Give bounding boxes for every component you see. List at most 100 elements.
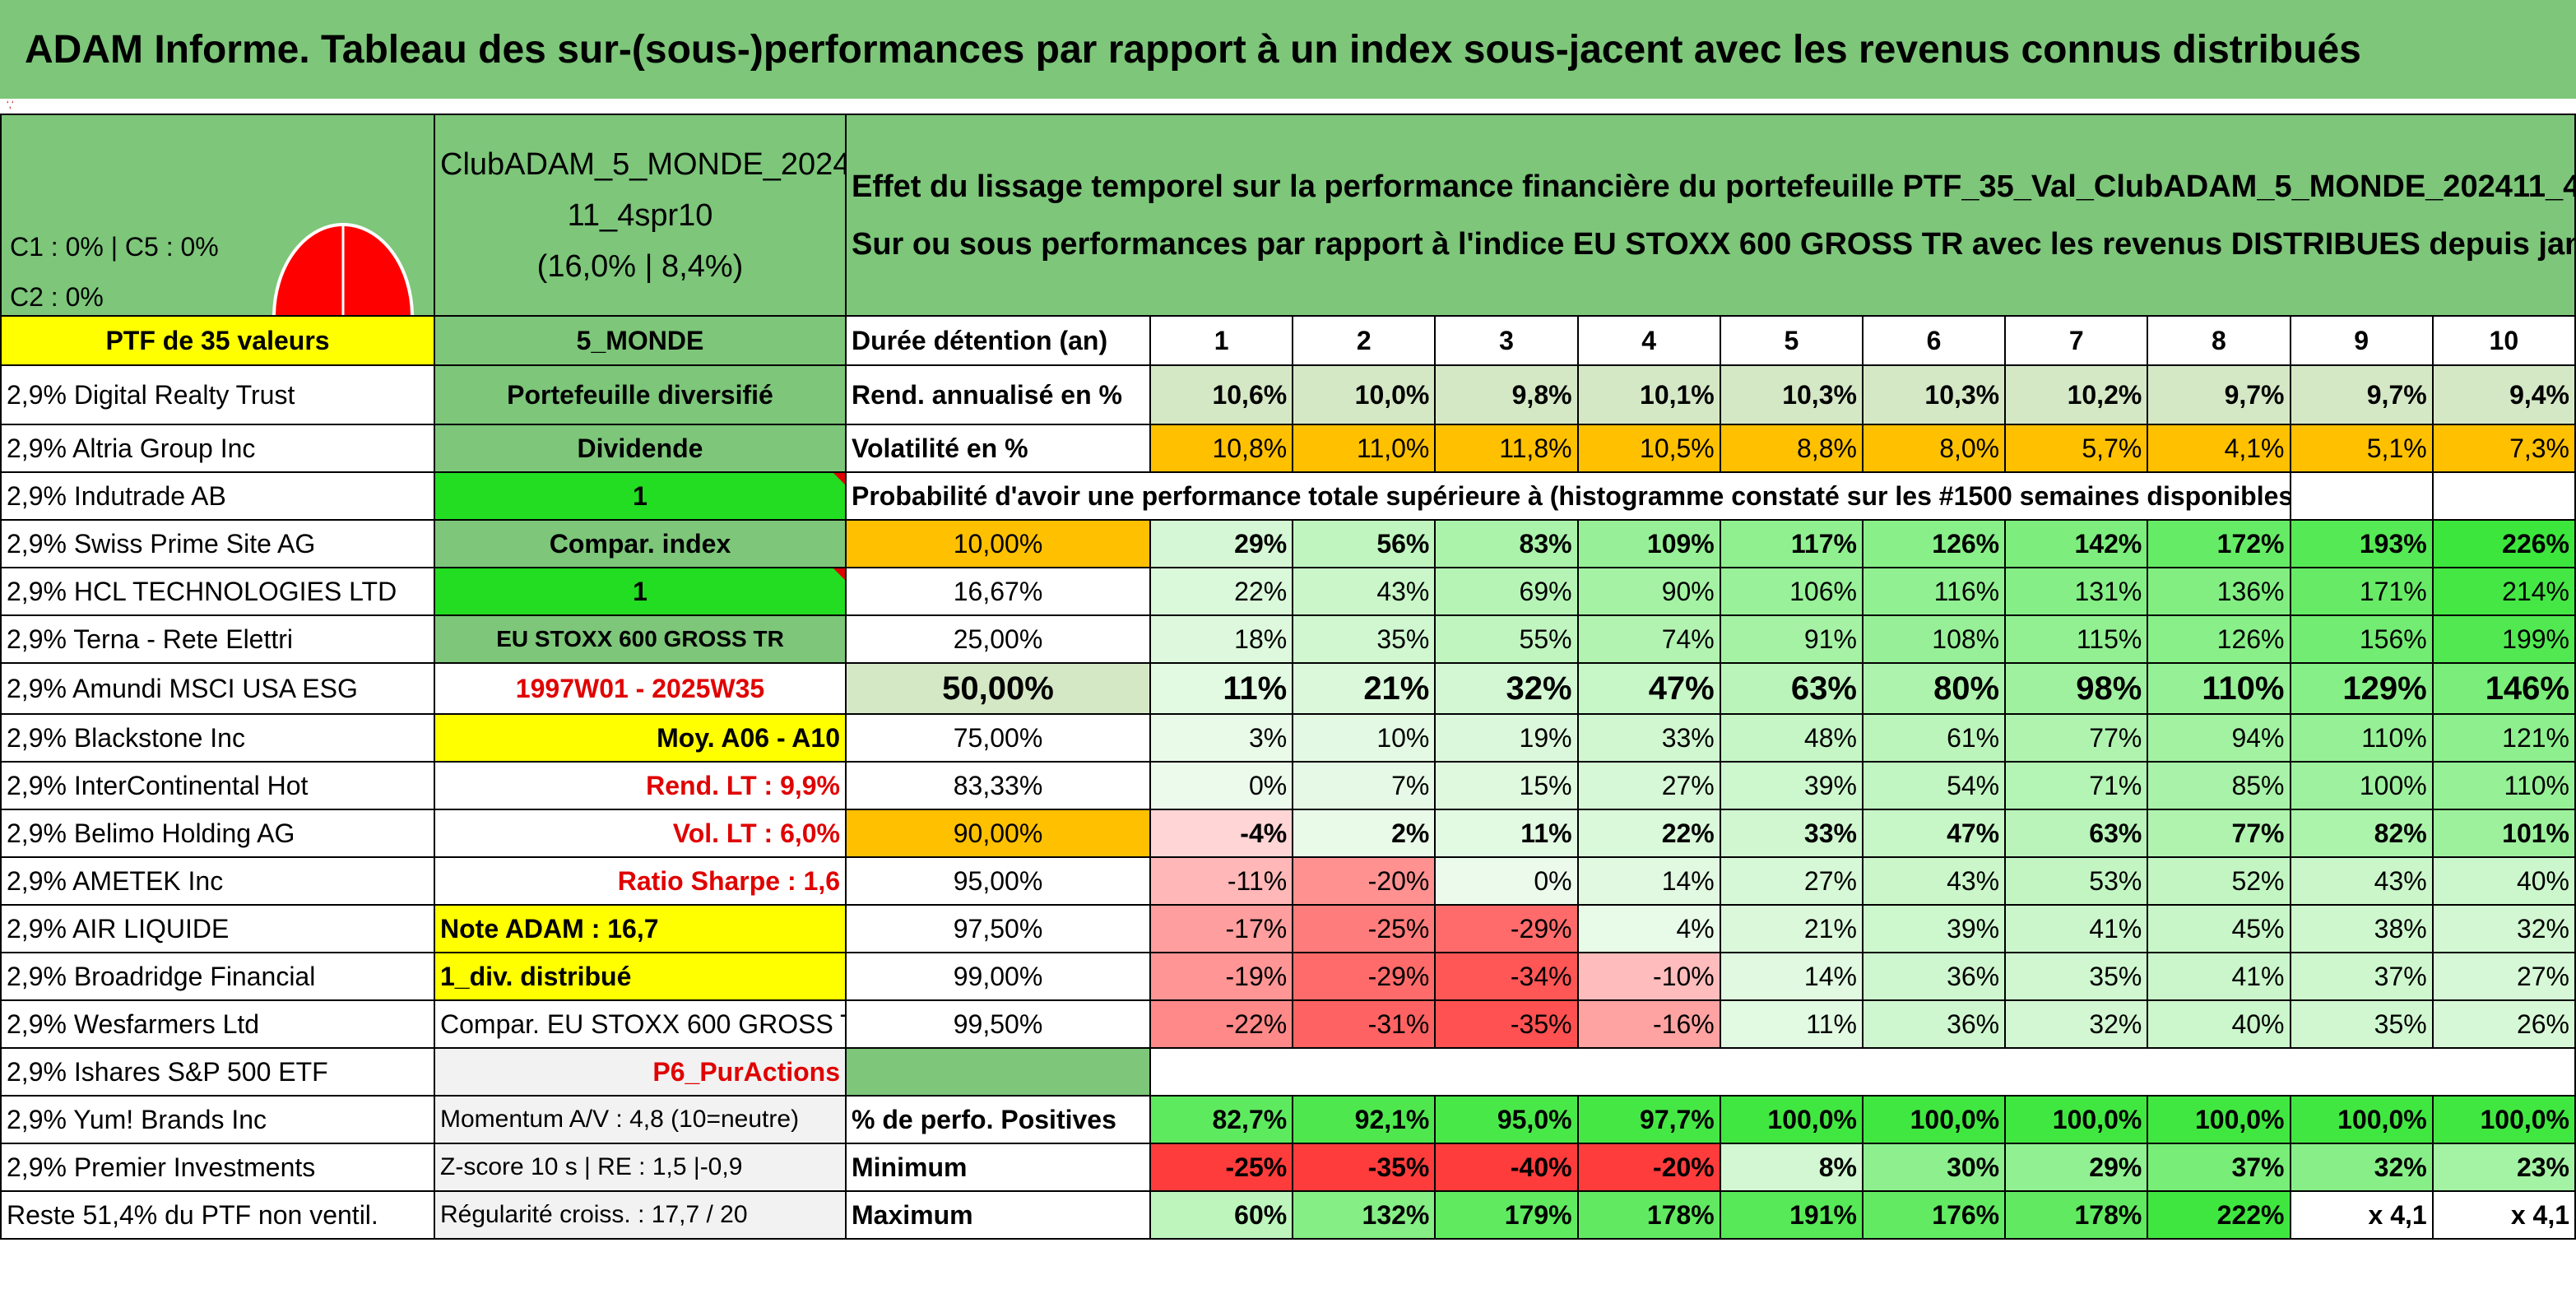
portfolio-info: EU STOXX 600 GROSS TR [434,614,847,664]
prob-value: 35% [1292,614,1437,664]
portfolio-info: 1997W01 - 2025W35 [434,662,847,715]
max-value: x 4,1 [2289,1190,2434,1240]
prob-value: 21% [1292,662,1437,715]
prob-value: 115% [2004,614,2149,664]
prob-value: 171% [2289,567,2434,616]
pos-value: 100,0% [1861,1095,2007,1144]
prob-threshold: 90,00% [845,809,1151,858]
prob-value: 0% [1149,761,1294,810]
prob-value: 110% [2289,713,2434,763]
prob-value: 156% [2289,614,2434,664]
prob-value: 85% [2147,761,2291,810]
holding-name: 2,9% Wesfarmers Ltd [0,999,435,1049]
min-value: 30% [1861,1143,2007,1192]
prob-value: 38% [2289,904,2434,953]
prob-value: -29% [1292,952,1437,1001]
holding-name: 2,9% Yum! Brands Inc [0,1095,435,1144]
rend-value: 10,1% [1576,364,1721,425]
category-label: P6_PurActions [434,1047,847,1097]
prob-value: 27% [2431,952,2576,1001]
pos-label: % de perfo. Positives [845,1095,1151,1144]
max-value: 132% [1292,1190,1437,1240]
min-value: 23% [2431,1143,2576,1192]
prob-value: 193% [2289,519,2434,568]
prob-value: 15% [1434,761,1579,810]
holding-name: 2,9% Broadridge Financial [0,952,435,1001]
prob-value: 18% [1149,614,1294,664]
min-value: 32% [2289,1143,2434,1192]
holding-name: 2,9% Belimo Holding AG [0,809,435,858]
club-line1: ClubADAM_5_MONDE_2024 [440,146,846,182]
vol-value: 10,8% [1149,424,1294,473]
pos-value: 82,7% [1149,1095,1294,1144]
composition-box: C1 : 0% | C5 : 0%C2 : 0%C3 : 0%C4 : 100% [0,114,435,317]
strip-mark: ‘,‘ [7,99,14,110]
proba-label: Probabilité d'avoir une performance tota… [845,471,2291,521]
prob-threshold: 16,67% [845,567,1151,616]
pos-value: 97,7% [1576,1095,1721,1144]
prob-value: 36% [1861,999,2007,1049]
prob-value: 116% [1861,567,2007,616]
prob-value: -16% [1576,999,1721,1049]
prob-value: 69% [1434,567,1579,616]
composition-lines: C1 : 0% | C5 : 0%C2 : 0%C3 : 0%C4 : 100% [10,222,219,315]
vol-value: 5,7% [2004,424,2149,473]
prob-value: 33% [1719,809,1864,858]
prob-value: 2% [1292,809,1437,858]
max-value: x 4,1 [2431,1190,2576,1240]
prob-value: -25% [1292,904,1437,953]
composition-line: C2 : 0% [10,281,104,312]
prob-value: 29% [1149,519,1294,568]
metric-info: Momentum A/V : 4,8 (10=neutre) [434,1095,847,1144]
max-label: Maximum [845,1190,1151,1240]
prob-value: 36% [1861,952,2007,1001]
prob-value: 98% [2004,662,2149,715]
holding-name: Reste 51,4% du PTF non ventil. [0,1190,435,1240]
strategy-label: Dividende [434,424,847,473]
performance-table: C1 : 0% | C5 : 0%C2 : 0%C3 : 0%C4 : 100%… [0,114,2576,1240]
vol-value: 5,1% [2289,424,2434,473]
prob-value: 90% [1576,567,1721,616]
prob-value: 35% [2004,952,2149,1001]
rend-value: 10,3% [1861,364,2007,425]
holding-name: 2,9% Blackstone Inc [0,713,435,763]
prob-value: 117% [1719,519,1864,568]
prob-value: 63% [2004,809,2149,858]
prob-value: 109% [1576,519,1721,568]
prob-value: 63% [1719,662,1864,715]
pos-value: 100,0% [2289,1095,2434,1144]
prob-value: 110% [2431,761,2576,810]
prob-value: 77% [2004,713,2149,763]
holding-name: 2,9% Terna - Rete Elettri [0,614,435,664]
prob-value: 32% [2431,904,2576,953]
prob-value: 32% [2004,999,2149,1049]
description-line2: Sur ou sous performances par rapport à l… [852,226,2575,262]
portfolio-info: Compar. EU STOXX 600 GROSS TR [434,999,847,1049]
holding-name: 2,9% Altria Group Inc [0,424,435,473]
portfolio-info: Vol. LT : 6,0% [434,809,847,858]
prob-threshold: 99,00% [845,952,1151,1001]
prob-value: 54% [1861,761,2007,810]
holding-name: 2,9% Digital Realty Trust [0,364,435,425]
prob-value: 172% [2147,519,2291,568]
prob-value: 74% [1576,614,1721,664]
rend-value: 10,3% [1719,364,1864,425]
holding-name: 2,9% Premier Investments [0,1143,435,1192]
holding-name: 2,9% Indutrade AB [0,471,435,521]
portfolio-info: Note ADAM : 16,7 [434,904,847,953]
max-value: 191% [1719,1190,1864,1240]
min-value: 8% [1719,1143,1864,1192]
prob-value: -34% [1434,952,1579,1001]
prob-value: 39% [1861,904,2007,953]
portfolio-info: 1_div. distribué [434,952,847,1001]
min-value: 29% [2004,1143,2149,1192]
prob-value: 110% [2147,662,2291,715]
rend-value: 9,4% [2431,364,2576,425]
prob-value: 39% [1719,761,1864,810]
prob-value: 19% [1434,713,1579,763]
prob-value: -11% [1149,856,1294,906]
holding-name: 2,9% Swiss Prime Site AG [0,519,435,568]
prob-value: 126% [1861,519,2007,568]
prob-value: 35% [2289,999,2434,1049]
metric-info: Z-score 10 s | RE : 1,5 |-0,9 [434,1143,847,1192]
